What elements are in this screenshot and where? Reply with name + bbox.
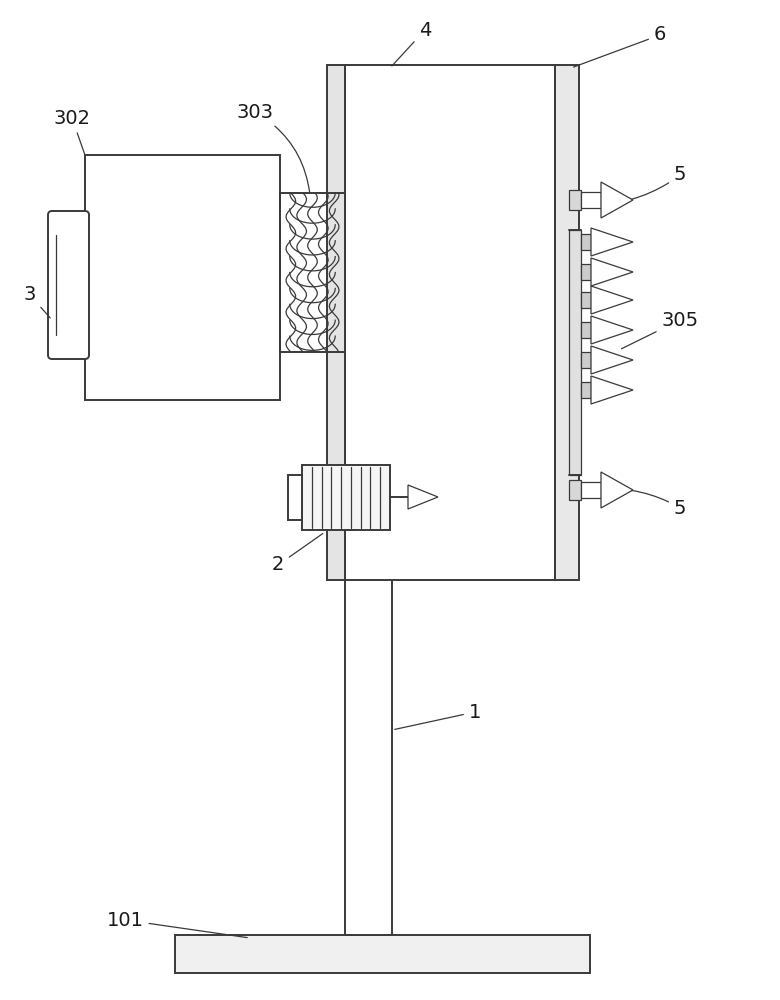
Polygon shape (591, 376, 633, 404)
Bar (581, 352, 591, 368)
Bar (581, 482, 601, 498)
Polygon shape (601, 182, 633, 218)
Bar (302, 465, 390, 530)
Polygon shape (601, 472, 633, 508)
Text: 1: 1 (395, 702, 481, 729)
Polygon shape (591, 286, 633, 314)
Bar (175, 935, 590, 973)
Bar (569, 480, 581, 500)
Polygon shape (591, 316, 633, 344)
Text: 5: 5 (632, 490, 686, 518)
Bar (581, 264, 591, 280)
Polygon shape (408, 485, 438, 509)
Text: 2: 2 (271, 534, 323, 574)
Text: 3: 3 (24, 286, 50, 318)
Text: 4: 4 (392, 20, 431, 66)
Bar (327, 65, 345, 580)
Bar (581, 292, 591, 308)
Bar (85, 155, 280, 400)
Polygon shape (591, 228, 633, 256)
Text: 5: 5 (632, 165, 686, 199)
Polygon shape (591, 346, 633, 374)
Bar (345, 88, 392, 935)
Text: 101: 101 (107, 910, 247, 938)
Bar (569, 230, 581, 475)
Bar (569, 190, 581, 210)
Text: 6: 6 (573, 25, 666, 67)
Bar (581, 322, 591, 338)
Bar (288, 475, 302, 520)
Bar (581, 382, 591, 398)
Polygon shape (591, 258, 633, 286)
Bar (581, 192, 601, 208)
Bar (555, 65, 579, 580)
Bar (345, 65, 555, 580)
Text: 303: 303 (236, 103, 310, 192)
Text: 302: 302 (54, 108, 90, 155)
FancyBboxPatch shape (48, 211, 89, 359)
Text: 305: 305 (622, 310, 699, 349)
Bar (581, 234, 591, 250)
